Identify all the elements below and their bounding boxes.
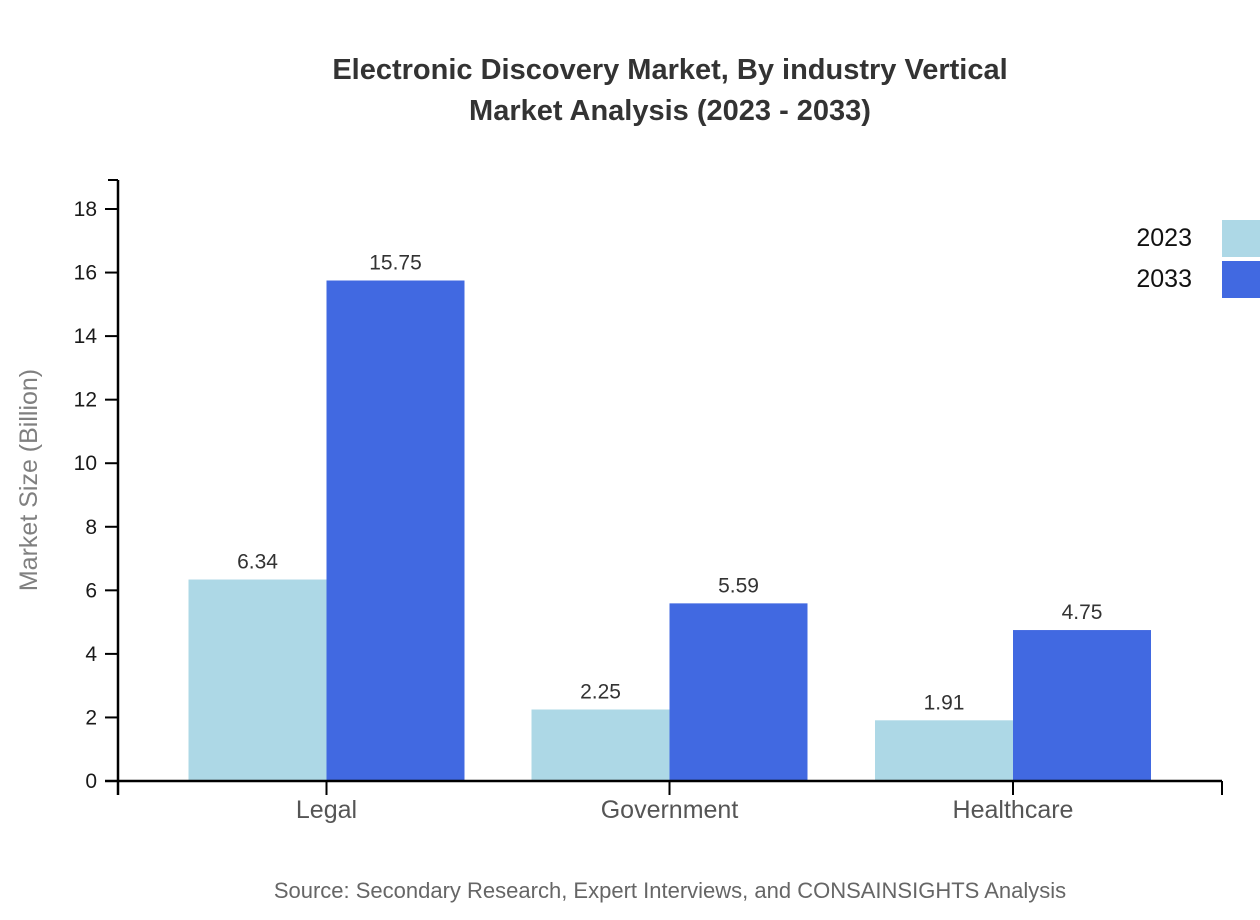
y-tick-label-8: 8: [85, 516, 97, 539]
y-tick-label-6: 6: [85, 579, 97, 602]
bar-2033-legal: [326, 280, 465, 781]
bar-value-label-2033-legal: 15.75: [369, 252, 422, 275]
y-tick-label-2: 2: [85, 706, 97, 729]
source-note: Source: Secondary Research, Expert Inter…: [273, 878, 1067, 903]
chart-title-line1: Electronic Discovery Market, By industry…: [332, 54, 1008, 86]
y-tick-label-14: 14: [74, 325, 98, 348]
chart-title-line2: Market Analysis (2023 - 2033): [469, 95, 871, 127]
bar-2023-legal: [188, 579, 327, 781]
y-tick-label-12: 12: [74, 389, 97, 412]
legend-swatch-2033: [1222, 261, 1260, 298]
bar-value-label-2023-government: 2.25: [580, 681, 621, 704]
legend-label-2023: 2023: [1136, 224, 1192, 252]
x-category-label-government: Government: [601, 796, 739, 824]
bar-2023-healthcare: [875, 720, 1013, 781]
legend-swatch-2023: [1222, 220, 1260, 257]
x-category-label-legal: Legal: [296, 796, 357, 824]
y-tick-label-10: 10: [74, 452, 97, 475]
bar-2033-healthcare: [1013, 630, 1151, 781]
bar-value-label-2023-healthcare: 1.91: [924, 691, 965, 714]
legend-item-2023: 2023: [1136, 220, 1260, 257]
bar-value-label-2033-government: 5.59: [718, 574, 759, 597]
chart-legend: 2023 2033: [1136, 220, 1260, 302]
bar-value-label-2033-healthcare: 4.75: [1062, 601, 1103, 624]
bar-2033-government: [669, 603, 808, 781]
legend-item-2033: 2033: [1136, 261, 1260, 298]
x-category-label-healthcare: Healthcare: [953, 796, 1074, 824]
y-tick-label-18: 18: [74, 198, 97, 221]
legend-label-2033: 2033: [1136, 265, 1192, 293]
bar-2023-government: [531, 709, 670, 781]
y-tick-label-16: 16: [74, 262, 97, 285]
bar-value-label-2023-legal: 6.34: [237, 551, 278, 574]
chart-title: Electronic Discovery Market, By industry…: [80, 50, 1260, 132]
y-tick-label-0: 0: [85, 770, 97, 793]
y-axis-title: Market Size (Billion): [15, 369, 43, 591]
y-tick-label-4: 4: [85, 643, 97, 666]
